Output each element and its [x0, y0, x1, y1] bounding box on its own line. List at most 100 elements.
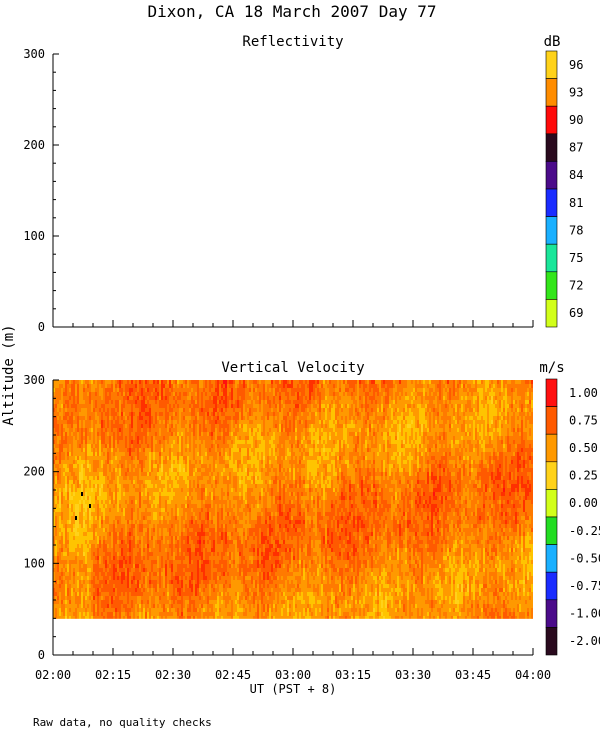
- velocity-cell: [209, 540, 211, 545]
- velocity-cell: [91, 540, 93, 545]
- velocity-cell: [169, 528, 171, 533]
- velocity-cell: [193, 520, 195, 525]
- velocity-cell: [171, 540, 173, 545]
- velocity-cell: [129, 528, 131, 533]
- velocity-cell: [125, 516, 127, 521]
- velocity-cell: [215, 488, 217, 493]
- velocity-cell: [61, 424, 63, 429]
- velocity-cell: [107, 504, 109, 509]
- velocity-cell: [73, 608, 75, 613]
- velocity-cell: [111, 576, 113, 581]
- velocity-cell: [109, 448, 111, 453]
- velocity-cell: [129, 500, 131, 505]
- velocity-cell: [187, 520, 189, 525]
- velocity-cell: [59, 508, 61, 513]
- velocity-cell: [83, 584, 85, 589]
- velocity-cell: [119, 528, 121, 533]
- velocity-cell: [217, 392, 219, 397]
- velocity-cell: [99, 396, 101, 401]
- velocity-cell: [197, 400, 199, 405]
- velocity-cell: [77, 520, 79, 525]
- velocity-cell: [67, 468, 69, 473]
- velocity-cell: [77, 492, 79, 497]
- velocity-cell: [127, 608, 129, 613]
- velocity-cell: [145, 464, 147, 469]
- velocity-cell: [185, 564, 187, 569]
- velocity-cell: [137, 516, 139, 521]
- velocity-cell: [103, 532, 105, 537]
- velocity-cell: [127, 572, 129, 577]
- velocity-cell: [115, 500, 117, 505]
- velocity-cell: [131, 540, 133, 545]
- velocity-cell: [67, 520, 69, 525]
- velocity-cell: [79, 612, 81, 617]
- velocity-cell: [191, 516, 193, 521]
- velocity-cell: [121, 596, 123, 601]
- velocity-cell: [159, 396, 161, 401]
- velocity-cell: [55, 484, 57, 489]
- velocity-cell: [133, 564, 135, 569]
- velocity-cell: [97, 400, 99, 405]
- velocity-cell: [119, 432, 121, 437]
- velocity-cell: [209, 468, 211, 473]
- velocity-cell: [149, 476, 151, 481]
- velocity-cell: [57, 532, 59, 537]
- velocity-cell: [165, 600, 167, 605]
- velocity-cell: [79, 568, 81, 573]
- velocity-cell: [71, 492, 73, 497]
- velocity-cell: [99, 416, 101, 421]
- velocity-cell: [215, 612, 217, 617]
- velocity-cell: [129, 504, 131, 509]
- velocity-cell: [107, 492, 109, 497]
- velocity-cell: [143, 468, 145, 473]
- velocity-cell: [199, 416, 201, 421]
- velocity-cell: [95, 532, 97, 537]
- velocity-cell: [67, 496, 69, 501]
- velocity-cell: [209, 448, 211, 453]
- velocity-cell: [145, 612, 147, 617]
- velocity-cell: [83, 500, 85, 505]
- velocity-cell: [69, 408, 71, 413]
- velocity-cell: [137, 508, 139, 513]
- velocity-cell: [147, 440, 149, 445]
- velocity-cell: [189, 576, 191, 581]
- velocity-cell: [205, 412, 207, 417]
- velocity-cell: [111, 400, 113, 405]
- velocity-cell: [95, 448, 97, 453]
- velocity-cell: [133, 380, 135, 385]
- velocity-cell: [195, 560, 197, 565]
- velocity-cell: [175, 424, 177, 429]
- velocity-cell: [73, 440, 75, 445]
- velocity-cell: [199, 548, 201, 553]
- velocity-cell: [191, 552, 193, 557]
- velocity-cell: [147, 476, 149, 481]
- velocity-cell: [71, 388, 73, 393]
- velocity-cell: [95, 476, 97, 481]
- velocity-cell: [203, 608, 205, 613]
- velocity-cell: [133, 584, 135, 589]
- velocity-cell: [101, 612, 103, 617]
- velocity-cell: [115, 532, 117, 537]
- velocity-cell: [101, 560, 103, 565]
- velocity-cell: [101, 476, 103, 481]
- velocity-cell: [157, 560, 159, 565]
- velocity-cell: [95, 432, 97, 437]
- velocity-cell: [191, 536, 193, 541]
- velocity-cell: [139, 532, 141, 537]
- velocity-cell: [183, 504, 185, 509]
- velocity-cell: [101, 568, 103, 573]
- velocity-cell: [59, 536, 61, 541]
- velocity-cell: [195, 444, 197, 449]
- velocity-cell: [109, 464, 111, 469]
- velocity-cell: [129, 596, 131, 601]
- velocity-cell: [85, 520, 87, 525]
- velocity-cell: [83, 448, 85, 453]
- velocity-cell: [197, 540, 199, 545]
- velocity-cell: [109, 548, 111, 553]
- velocity-cell: [109, 412, 111, 417]
- velocity-cell: [119, 512, 121, 517]
- velocity-cell: [101, 396, 103, 401]
- velocity-cell: [103, 496, 105, 501]
- velocity-cell: [187, 416, 189, 421]
- velocity-cell: [125, 612, 127, 617]
